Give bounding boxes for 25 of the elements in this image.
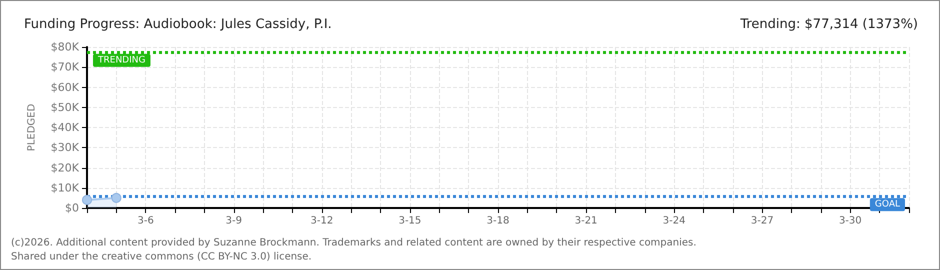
y-tick-label: $30K bbox=[50, 141, 80, 154]
text: (c)2026. Additional content provided by Suzanne Brockmann. Trademarks and related content are owned by their respective companies. bbox=[11, 238, 696, 248]
text: Shared under the creative commons (CC BY-NC 3.0) license. bbox=[11, 252, 312, 262]
x-tick-label: 3-6 bbox=[138, 216, 154, 226]
x-tick-label: 3-21 bbox=[574, 216, 598, 226]
y-tick-label: $10K bbox=[50, 181, 80, 194]
x-tick-label: 3-12 bbox=[310, 216, 334, 226]
x-tick-label: 3-9 bbox=[226, 216, 242, 226]
y-tick-label: $70K bbox=[50, 60, 80, 74]
y-tick-label: $20K bbox=[50, 161, 80, 174]
ref-line-label: GOAL bbox=[874, 200, 900, 210]
x-tick-label: 3-24 bbox=[662, 216, 686, 226]
y-tick-label: $60K bbox=[50, 80, 80, 94]
x-tick-label: 3-27 bbox=[750, 216, 774, 226]
y-tick-label: $80K bbox=[50, 40, 80, 54]
chart-subtitle: Trending: $77,314 (1373%) bbox=[739, 17, 918, 32]
x-tick-label: 3-18 bbox=[486, 216, 510, 226]
x-tick-label: 3-15 bbox=[398, 216, 422, 226]
y-tick-label: $0 bbox=[65, 202, 79, 214]
y-tick-label: $40K bbox=[50, 121, 80, 134]
y-axis-title: PLEDGED bbox=[26, 104, 38, 152]
y-tick-label: $50K bbox=[50, 100, 80, 114]
chart-title: Funding Progress: Audiobook: Jules Cassidy, P.I. bbox=[24, 17, 332, 32]
x-tick-label: 3-30 bbox=[838, 216, 862, 226]
ref-line-label: TRENDING bbox=[97, 55, 146, 66]
